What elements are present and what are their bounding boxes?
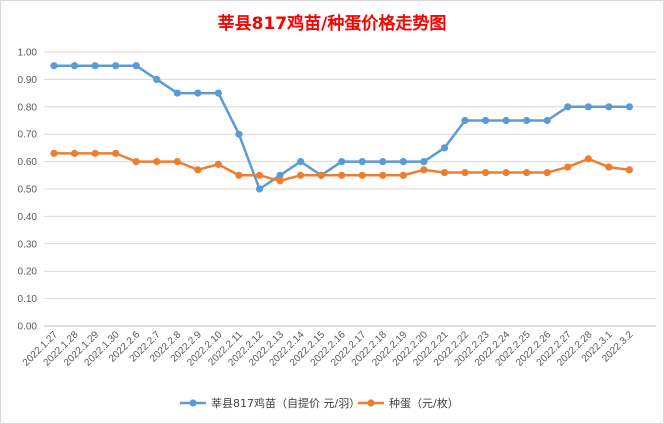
data-point	[543, 116, 551, 125]
y-tick-label: 0.20	[18, 267, 38, 278]
data-point	[523, 116, 531, 125]
data-point	[132, 158, 140, 166]
data-point	[461, 116, 469, 125]
data-point	[276, 171, 284, 179]
data-point	[255, 185, 264, 193]
data-point	[358, 158, 366, 166]
legend-marker	[367, 399, 375, 407]
data-point	[173, 89, 181, 97]
data-point	[399, 158, 407, 166]
series-2	[50, 149, 634, 185]
y-tick-label: 0.90	[18, 75, 38, 86]
data-point	[502, 116, 510, 125]
data-point	[605, 103, 613, 111]
data-point	[214, 89, 222, 97]
legend: 莘县817鸡苗（自提价 元/羽） 种蛋（元/枚）	[180, 396, 459, 410]
legend-label: 种蛋（元/枚）	[389, 396, 459, 410]
chart-title: 莘县817鸡苗/种蛋价格走势图	[218, 13, 447, 34]
y-tick-label: 1.00	[18, 48, 38, 59]
data-point	[276, 177, 284, 185]
y-tick-label: 0.70	[18, 130, 38, 141]
data-point	[564, 103, 572, 111]
y-tick-label: 0.10	[18, 294, 38, 305]
data-point	[153, 75, 161, 83]
data-point	[379, 158, 387, 166]
data-point	[379, 171, 387, 179]
data-point	[297, 171, 305, 179]
data-point	[481, 168, 490, 177]
data-point	[91, 62, 99, 70]
data-point	[481, 116, 490, 125]
data-point	[297, 158, 305, 166]
data-point	[153, 158, 161, 166]
data-point	[625, 166, 634, 174]
gridlines	[44, 51, 656, 327]
data-point	[235, 171, 243, 179]
data-point	[358, 171, 366, 179]
data-point	[112, 62, 120, 70]
series-1	[50, 62, 634, 193]
data-point	[605, 163, 613, 171]
data-point	[70, 62, 79, 70]
data-point	[523, 168, 531, 177]
data-point	[91, 149, 99, 157]
data-point	[338, 158, 346, 166]
data-point	[440, 168, 449, 177]
data-point	[502, 168, 510, 177]
data-point	[112, 149, 120, 157]
data-point	[625, 103, 634, 111]
y-axis-ticks: 0.00 0.10 0.20 0.30 0.40 0.50 0.60 0.70 0.80 0.90…	[18, 48, 38, 333]
data-point	[317, 171, 325, 179]
data-point	[194, 89, 202, 97]
data-point	[70, 149, 79, 157]
y-tick-label: 0.30	[18, 239, 38, 250]
data-point	[338, 171, 346, 179]
data-point	[399, 171, 407, 179]
data-point	[543, 168, 551, 177]
x-axis-ticks: 2022.1.272022.1.282022.1.292022.1.302022…	[21, 329, 636, 369]
data-point	[255, 171, 264, 179]
y-tick-label: 0.00	[18, 322, 38, 333]
data-point	[50, 149, 58, 157]
data-point	[420, 158, 428, 166]
y-tick-label: 0.50	[18, 185, 38, 196]
data-point	[214, 160, 222, 168]
legend-label: 莘县817鸡苗（自提价 元/羽）	[211, 396, 360, 410]
data-point	[173, 158, 181, 166]
data-point	[235, 130, 243, 138]
series-line	[54, 64, 630, 191]
series-layer	[50, 62, 634, 193]
y-tick-label: 0.80	[18, 102, 38, 113]
data-point	[461, 168, 469, 177]
data-point	[440, 144, 449, 152]
y-tick-label: 0.40	[18, 212, 38, 223]
data-point	[50, 62, 58, 70]
data-point	[564, 163, 572, 171]
legend-marker	[189, 399, 197, 407]
data-point	[194, 166, 202, 174]
data-point	[132, 62, 140, 70]
y-tick-label: 0.60	[18, 157, 38, 168]
data-point	[584, 103, 592, 111]
data-point	[584, 155, 592, 163]
data-point	[420, 166, 428, 174]
